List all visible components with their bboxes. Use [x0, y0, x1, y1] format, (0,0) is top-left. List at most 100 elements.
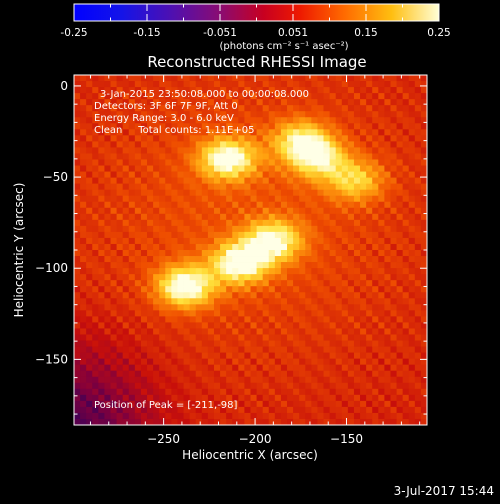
heatmap-cell [110, 334, 118, 341]
heatmap-cell [213, 183, 221, 191]
heatmap-cell [274, 81, 282, 88]
heatmap-cell [329, 310, 337, 317]
heatmap-cell [92, 388, 99, 396]
heatmap-cell [305, 183, 312, 191]
heatmap-cell [408, 147, 416, 154]
heatmap-cell [183, 394, 191, 402]
heatmap-cell [250, 310, 257, 317]
heatmap-cell [293, 165, 300, 172]
heatmap-cell [92, 340, 99, 347]
heatmap-cell [347, 81, 355, 88]
heatmap-cell [165, 334, 172, 341]
heatmap-cell [147, 388, 154, 396]
heatmap-cell [195, 358, 203, 366]
heatmap-cell [372, 334, 379, 341]
heatmap-cell [280, 274, 288, 281]
heatmap-cell [250, 388, 257, 396]
heatmap-cell [402, 213, 410, 221]
heatmap-cell [408, 322, 416, 329]
heatmap-cell [86, 75, 93, 82]
heatmap-cell [274, 189, 282, 197]
heatmap-cell [183, 364, 191, 372]
heatmap-cell [171, 213, 178, 221]
heatmap-cell [165, 316, 172, 323]
heatmap-cell [220, 141, 227, 148]
heatmap-cell [98, 99, 105, 106]
heatmap-cell [420, 418, 428, 426]
heatmap-cell [347, 117, 355, 124]
heatmap-cell [104, 268, 111, 275]
heatmap-cell [317, 123, 324, 130]
heatmap-cell [311, 250, 318, 257]
heatmap-cell [305, 207, 312, 215]
heatmap-cell [171, 310, 178, 317]
heatmap-cell [366, 388, 373, 396]
heatmap-cell [134, 243, 142, 251]
heatmap-cell [159, 129, 166, 136]
heatmap-cell [384, 165, 391, 172]
heatmap-cell [74, 111, 81, 118]
heatmap-cell [177, 376, 184, 384]
heatmap-cell [128, 274, 136, 281]
heatmap-cell [408, 75, 416, 82]
heatmap-cell [323, 334, 331, 341]
heatmap-cell [207, 81, 215, 88]
heatmap-cell [262, 111, 270, 118]
heatmap-cell [372, 237, 379, 245]
heatmap-cell [201, 406, 209, 414]
heatmap-cell [268, 406, 276, 414]
heatmap-cell [420, 292, 428, 299]
heatmap-cell [390, 346, 397, 353]
heatmap-cell [299, 400, 306, 408]
heatmap-cell [384, 75, 391, 82]
heatmap-cell [153, 412, 160, 420]
heatmap-cell [335, 159, 343, 166]
heatmap-cell [305, 117, 312, 124]
heatmap-cell [256, 231, 264, 239]
heatmap-cell [195, 75, 203, 82]
heatmap-cell [153, 262, 160, 269]
heatmap-cell [335, 207, 343, 215]
heatmap-cell [378, 274, 385, 281]
heatmap-cell [268, 256, 276, 263]
heatmap-cell [244, 111, 251, 118]
heatmap-cell [140, 274, 148, 281]
heatmap-cell [92, 352, 99, 360]
heatmap-cell [341, 250, 349, 257]
heatmap-cell [390, 250, 397, 257]
heatmap-cell [140, 153, 148, 160]
heatmap-cell [311, 376, 318, 384]
heatmap-cell [140, 99, 148, 106]
heatmap-cell [244, 250, 251, 257]
heatmap-cell [207, 153, 215, 160]
heatmap-cell [171, 99, 178, 106]
heatmap-cell [153, 171, 160, 178]
heatmap-cell [134, 310, 142, 317]
heatmap-cell [232, 394, 239, 402]
heatmap-cell [226, 183, 233, 191]
heatmap-cell [189, 292, 197, 299]
heatmap-cell [402, 316, 410, 323]
heatmap-cell [128, 262, 136, 269]
heatmap-cell [220, 231, 227, 239]
heatmap-cell [147, 183, 154, 191]
heatmap-cell [396, 394, 404, 402]
heatmap-cell [287, 231, 294, 239]
heatmap-cell [147, 153, 154, 160]
heatmap-cell [347, 153, 355, 160]
heatmap-cell [390, 141, 397, 148]
heatmap-cell [226, 274, 233, 281]
heatmap-cell [347, 268, 355, 275]
heatmap-cell [98, 280, 105, 287]
heatmap-cell [335, 334, 343, 341]
heatmap-cell [372, 274, 379, 281]
heatmap-cell [147, 256, 154, 263]
heatmap-cell [390, 105, 397, 112]
heatmap-cell [293, 388, 300, 396]
heatmap-cell [153, 183, 160, 191]
heatmap-cell [189, 328, 197, 335]
heatmap-cell [323, 274, 331, 281]
heatmap-cell [116, 135, 124, 142]
heatmap-cell [280, 310, 288, 317]
heatmap-cell [366, 219, 373, 227]
